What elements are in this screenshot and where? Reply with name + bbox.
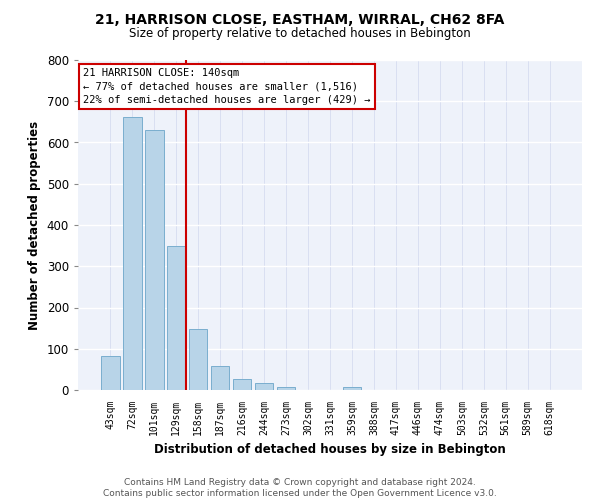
Text: 21, HARRISON CLOSE, EASTHAM, WIRRAL, CH62 8FA: 21, HARRISON CLOSE, EASTHAM, WIRRAL, CH6… [95, 12, 505, 26]
Bar [167, 246, 185, 390]
Text: Size of property relative to detached houses in Bebington: Size of property relative to detached ho… [129, 28, 471, 40]
Text: Contains HM Land Registry data © Crown copyright and database right 2024.
Contai: Contains HM Land Registry data © Crown c… [103, 478, 497, 498]
Bar [343, 387, 361, 390]
X-axis label: Distribution of detached houses by size in Bebington: Distribution of detached houses by size … [154, 444, 506, 456]
Bar [145, 130, 164, 390]
Y-axis label: Number of detached properties: Number of detached properties [28, 120, 41, 330]
Bar [277, 386, 295, 390]
Bar [189, 329, 208, 390]
Bar [233, 379, 251, 390]
Bar [255, 382, 274, 390]
Bar [123, 116, 142, 390]
Bar [101, 356, 119, 390]
Text: 21 HARRISON CLOSE: 140sqm
← 77% of detached houses are smaller (1,516)
22% of se: 21 HARRISON CLOSE: 140sqm ← 77% of detac… [83, 68, 371, 104]
Bar [211, 366, 229, 390]
